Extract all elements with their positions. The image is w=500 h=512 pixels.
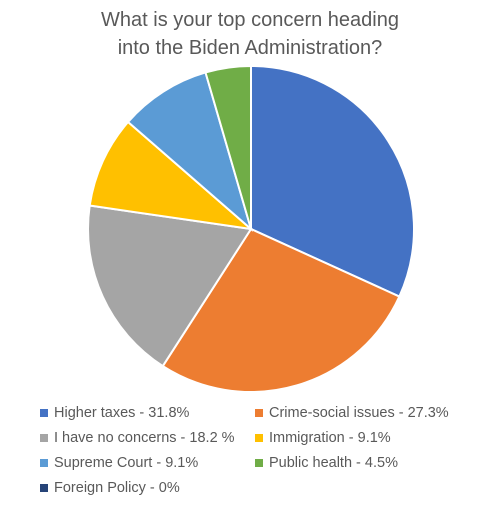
pie-slice-3 xyxy=(88,120,255,231)
legend-item-foreign-policy: Foreign Policy - 0% xyxy=(40,480,255,496)
chart-title: What is your top concern heading into th… xyxy=(0,6,500,62)
legend-label-higher-taxes: Higher taxes - 31.8% xyxy=(54,404,190,421)
pie-slice-2 xyxy=(87,204,253,368)
pie-slice-4 xyxy=(126,71,253,232)
legend-label-no-concerns: I have no concerns - 18.2 % xyxy=(54,429,235,446)
legend-swatch-crime-social-issues xyxy=(255,408,263,417)
legend-row: Higher taxes - 31.8% Crime-social issues… xyxy=(40,400,500,425)
legend-label-crime-social-issues: Crime-social issues - 27.3% xyxy=(269,404,449,421)
legend-item-public-health: Public health - 4.5% xyxy=(255,455,398,471)
chart-title-line-1: What is your top concern heading xyxy=(101,9,399,31)
pie-slice-5 xyxy=(204,64,252,230)
legend-label-public-health: Public health - 4.5% xyxy=(269,454,398,471)
pie-slice-0 xyxy=(250,64,415,298)
legend-item-supreme-court: Supreme Court - 9.1% xyxy=(40,455,255,471)
legend-row: Supreme Court - 9.1% Public health - 4.5… xyxy=(40,450,500,475)
legend-swatch-higher-taxes xyxy=(40,408,48,417)
legend-label-immigration: Immigration - 9.1% xyxy=(269,429,391,446)
legend-item-no-concerns: I have no concerns - 18.2 % xyxy=(40,430,255,446)
legend-label-supreme-court: Supreme Court - 9.1% xyxy=(54,454,199,471)
chart-title-line-2: into the Biden Administration? xyxy=(117,37,383,59)
legend-row: Foreign Policy - 0% xyxy=(40,475,500,500)
pie-slice-1 xyxy=(161,227,401,393)
legend-swatch-immigration xyxy=(255,433,263,442)
legend-swatch-supreme-court xyxy=(40,458,48,467)
legend-item-immigration: Immigration - 9.1% xyxy=(255,430,391,446)
chart-legend: Higher taxes - 31.8% Crime-social issues… xyxy=(40,400,500,500)
legend-swatch-public-health xyxy=(255,458,263,467)
legend-row: I have no concerns - 18.2 % Immigration … xyxy=(40,425,500,450)
legend-label-foreign-policy: Foreign Policy - 0% xyxy=(54,479,180,496)
legend-swatch-foreign-policy xyxy=(40,483,48,492)
legend-item-higher-taxes: Higher taxes - 31.8% xyxy=(40,405,255,421)
pie-chart xyxy=(87,64,415,393)
legend-swatch-no-concerns xyxy=(40,433,48,442)
legend-item-crime-social-issues: Crime-social issues - 27.3% xyxy=(255,405,449,421)
